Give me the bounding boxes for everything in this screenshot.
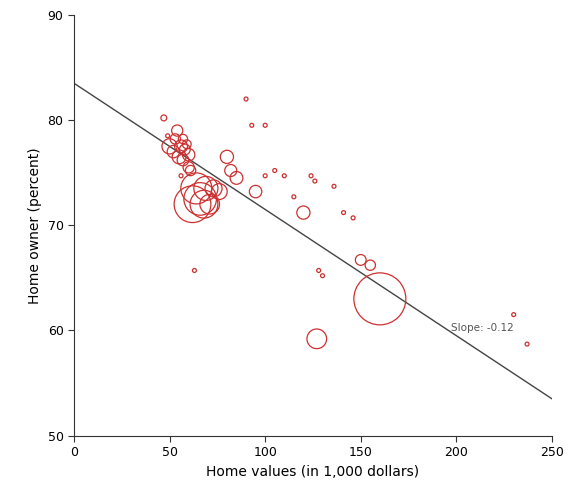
Point [280,172,289,180]
Point [366,261,375,269]
Point [307,172,316,180]
Point [251,188,260,196]
Point [172,127,182,135]
Point [199,200,208,208]
Point [186,166,195,174]
Point [241,95,250,103]
Point [176,172,185,180]
Point [159,114,168,122]
Point [201,185,211,193]
Point [509,311,518,319]
Point [188,200,197,208]
Point [176,143,185,150]
Point [299,208,308,216]
Point [339,208,348,216]
Point [261,172,270,180]
Point [270,166,279,174]
Point [222,153,232,161]
Point [329,182,339,190]
Point [232,174,241,182]
Point [209,185,218,193]
Point [215,188,224,196]
Point [184,163,193,171]
Point [318,272,327,280]
Point [171,135,180,143]
Point [179,156,188,164]
Point [165,143,174,150]
Point [349,214,358,222]
Point [196,195,205,203]
Point [190,266,199,274]
Point [314,266,323,274]
Point [261,121,270,129]
Point [310,177,319,185]
Point [182,140,191,148]
Point [163,132,172,140]
Y-axis label: Home owner (percent): Home owner (percent) [28,147,42,303]
Point [226,166,236,174]
Point [205,200,215,208]
Point [169,148,178,155]
Point [175,153,184,161]
Text: Slope: -0.12: Slope: -0.12 [451,323,513,333]
Point [356,256,365,264]
Point [312,335,321,343]
Point [376,295,385,303]
Point [192,185,201,193]
Point [522,340,531,348]
Point [247,121,256,129]
Point [184,151,193,159]
Point [180,146,189,153]
X-axis label: Home values (in 1,000 dollars): Home values (in 1,000 dollars) [207,465,419,479]
Point [179,135,188,143]
Point [289,193,298,201]
